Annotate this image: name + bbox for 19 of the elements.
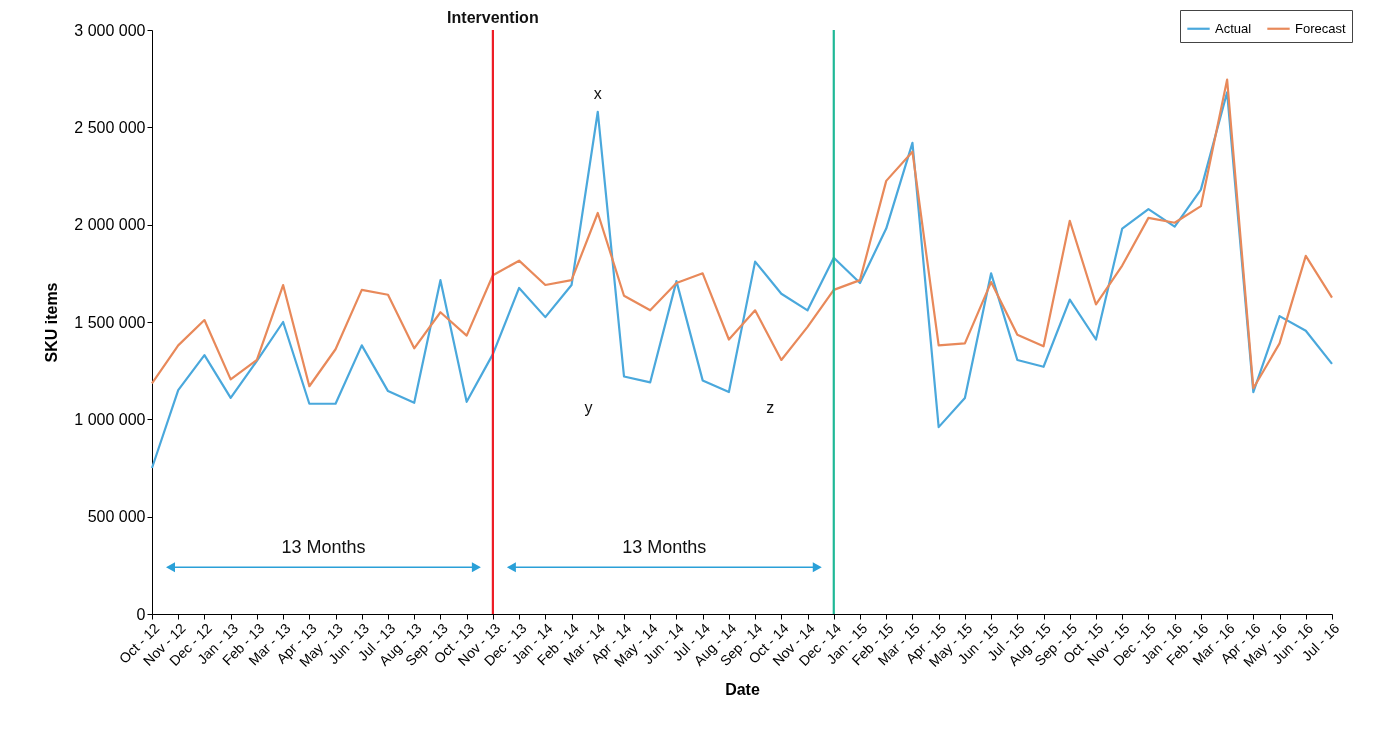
- annotation: y: [584, 398, 593, 416]
- y-tick-label: 2 000 000: [74, 216, 146, 234]
- y-tick-label: 2 500 000: [74, 118, 146, 136]
- legend-label: Forecast: [1295, 20, 1346, 36]
- annotation: 13 Months: [281, 537, 366, 558]
- y-axis-title: SKU items: [43, 282, 61, 363]
- ref-line-label: Intervention: [447, 9, 539, 26]
- annotation: z: [766, 398, 775, 416]
- y-tick-label: 1 500 000: [74, 313, 146, 331]
- line-series: [150, 91, 1334, 470]
- annotation: 13 Months: [622, 537, 707, 558]
- y-tick-label: 500 000: [87, 508, 146, 526]
- annotation: x: [593, 84, 602, 102]
- line-series: [150, 78, 1334, 390]
- y-tick-label: 3 000 000: [74, 21, 146, 39]
- x-axis-title: Date: [725, 680, 760, 698]
- y-tick-label: 1 000 000: [74, 410, 146, 428]
- y-tick-label: 0: [136, 605, 146, 623]
- legend-label: Actual: [1215, 20, 1252, 36]
